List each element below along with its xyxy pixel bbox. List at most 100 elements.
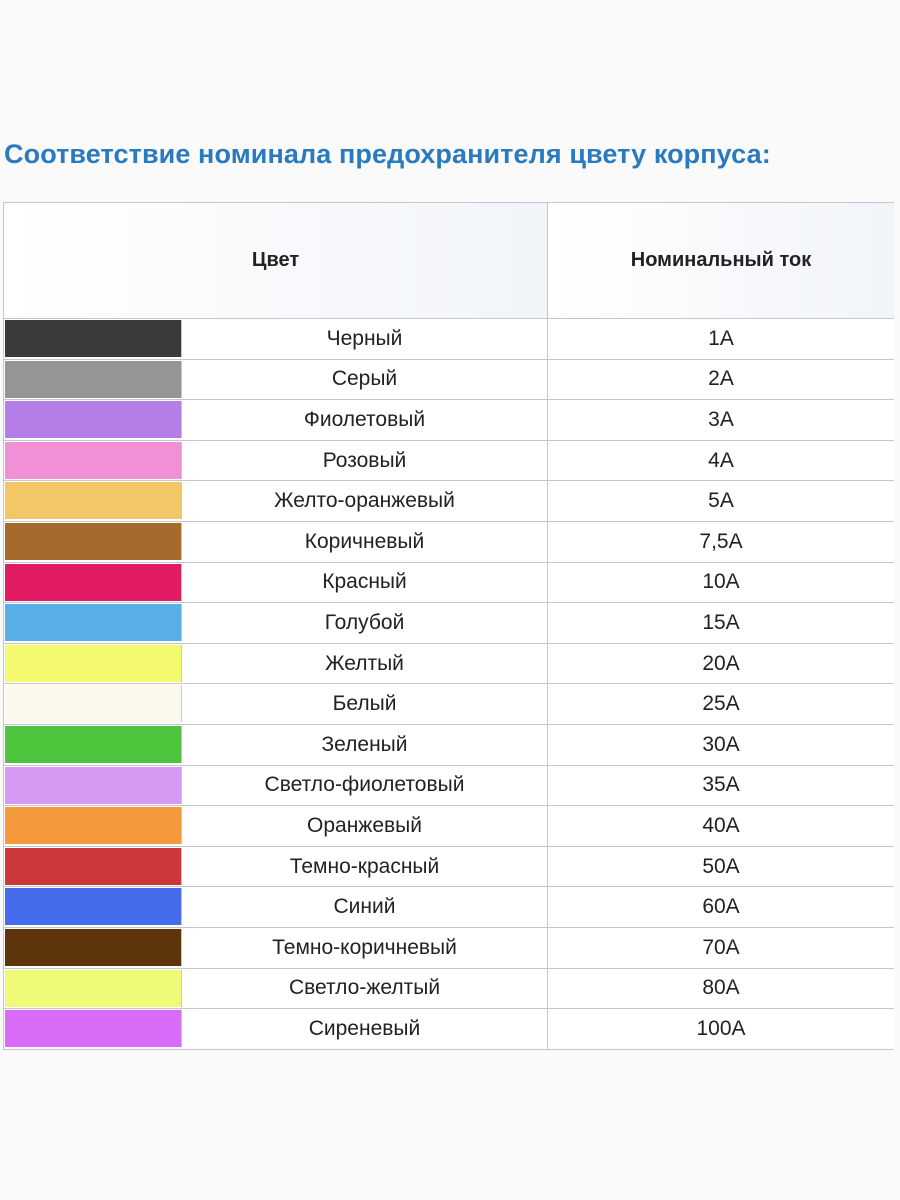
- table-body: Черный 1A Серый 2A Фиолетовый 3A Розовый 4A Желт…: [3, 318, 894, 1050]
- color-cell: Желто-оранжевый: [3, 480, 548, 522]
- color-cell-content: Сиреневый: [4, 1009, 547, 1049]
- current-value: 100A: [547, 1008, 894, 1050]
- table-row: Синий 60A: [3, 886, 894, 928]
- color-cell-content: Фиолетовый: [4, 400, 547, 440]
- color-cell-content: Черный: [4, 319, 547, 359]
- color-cell: Белый: [3, 683, 548, 725]
- current-value: 30A: [547, 723, 894, 766]
- color-cell: Серый: [3, 358, 548, 401]
- color-name: Зеленый: [321, 732, 408, 756]
- color-swatch: [5, 685, 182, 723]
- table-header: Цвет Номинальный ток: [3, 202, 894, 319]
- color-cell: Желтый: [3, 642, 548, 685]
- color-cell: Коричневый: [3, 520, 548, 563]
- color-name: Коричневый: [304, 529, 425, 553]
- color-swatch: [5, 482, 182, 520]
- column-header-current: Номинальный ток: [547, 202, 894, 319]
- color-swatch: [5, 522, 182, 560]
- current-value: 1A: [547, 318, 894, 360]
- color-swatch: [5, 1010, 182, 1048]
- current-value: 25A: [547, 683, 894, 725]
- color-swatch: [5, 320, 182, 357]
- color-cell: Сиреневый: [3, 1008, 548, 1050]
- table-row: Светло-желтый 80A: [3, 967, 894, 1010]
- table-row: Желтый 20A: [3, 642, 894, 685]
- color-cell: Синий: [3, 886, 548, 928]
- current-value: 7,5A: [547, 520, 894, 563]
- color-cell: Черный: [3, 318, 548, 360]
- color-name: Красный: [322, 570, 407, 594]
- color-cell-content: Темно-коричневый: [4, 928, 547, 968]
- current-value: 3A: [547, 399, 894, 441]
- color-cell: Розовый: [3, 439, 548, 482]
- color-cell-content: Темно-красный: [4, 847, 547, 887]
- table-row: Белый 25A: [3, 683, 894, 725]
- table-row: Зеленый 30A: [3, 723, 894, 766]
- fuse-color-table: Цвет Номинальный ток Черный 1A Серый 2A Фиол…: [3, 202, 894, 1050]
- color-cell: Оранжевый: [3, 805, 548, 847]
- table-row: Голубой 15A: [3, 602, 894, 644]
- color-swatch: [5, 604, 182, 642]
- color-name: Светло-желтый: [288, 976, 441, 1000]
- current-value: 4A: [547, 439, 894, 482]
- color-swatch: [5, 441, 182, 479]
- color-cell: Зеленый: [3, 723, 548, 766]
- color-name: Темно-красный: [289, 854, 440, 878]
- color-swatch: [5, 563, 182, 601]
- color-cell: Фиолетовый: [3, 399, 548, 441]
- current-value: 40A: [547, 805, 894, 847]
- table-row: Серый 2A: [3, 358, 894, 401]
- color-cell-content: Желтый: [4, 644, 547, 684]
- color-cell: Темно-коричневый: [3, 926, 548, 969]
- current-value: 15A: [547, 602, 894, 644]
- table-row: Черный 1A: [3, 318, 894, 360]
- table-row: Розовый 4A: [3, 439, 894, 482]
- current-value: 60A: [547, 886, 894, 928]
- color-cell: Светло-желтый: [3, 967, 548, 1010]
- color-swatch: [5, 401, 182, 439]
- current-value: 50A: [547, 845, 894, 888]
- color-name: Серый: [331, 367, 398, 391]
- table-row: Красный 10A: [3, 561, 894, 604]
- color-swatch: [5, 725, 182, 763]
- color-name: Оранжевый: [307, 813, 422, 837]
- current-value: 70A: [547, 926, 894, 969]
- column-header-color: Цвет: [3, 202, 548, 319]
- color-name: Белый: [332, 692, 397, 716]
- current-value: 2A: [547, 358, 894, 401]
- color-cell-content: Белый: [4, 684, 547, 724]
- color-cell-content: Голубой: [4, 603, 547, 643]
- color-swatch: [5, 928, 182, 966]
- color-cell-content: Светло-желтый: [4, 969, 547, 1009]
- color-cell-content: Коричневый: [4, 522, 547, 562]
- table-row: Светло-фиолетовый 35A: [3, 764, 894, 807]
- table-row: Оранжевый 40A: [3, 805, 894, 847]
- color-name: Светло-фиолетовый: [264, 773, 465, 797]
- color-swatch: [5, 644, 182, 682]
- color-cell: Красный: [3, 561, 548, 604]
- current-value: 5A: [547, 480, 894, 522]
- color-name: Желто-оранжевый: [274, 489, 455, 513]
- color-swatch: [5, 888, 182, 926]
- color-cell-content: Синий: [4, 887, 547, 927]
- color-swatch: [5, 807, 182, 845]
- table-row: Темно-красный 50A: [3, 845, 894, 888]
- color-cell: Темно-красный: [3, 845, 548, 888]
- color-cell-content: Серый: [4, 360, 547, 400]
- color-name: Синий: [333, 895, 396, 919]
- color-name: Фиолетовый: [303, 407, 426, 431]
- current-value: 35A: [547, 764, 894, 807]
- color-cell-content: Красный: [4, 563, 547, 603]
- color-swatch: [5, 847, 182, 885]
- color-cell-content: Розовый: [4, 441, 547, 481]
- color-cell-content: Оранжевый: [4, 806, 547, 846]
- color-cell: Светло-фиолетовый: [3, 764, 548, 807]
- color-name: Розовый: [322, 448, 407, 472]
- color-name: Сиреневый: [308, 1016, 421, 1040]
- color-swatch: [5, 969, 182, 1007]
- page-title: Соответствие номинала предохранителя цве…: [4, 139, 771, 169]
- table-row: Коричневый 7,5A: [3, 520, 894, 563]
- color-swatch: [5, 360, 182, 398]
- table-row: Желто-оранжевый 5A: [3, 480, 894, 522]
- current-value: 80A: [547, 967, 894, 1010]
